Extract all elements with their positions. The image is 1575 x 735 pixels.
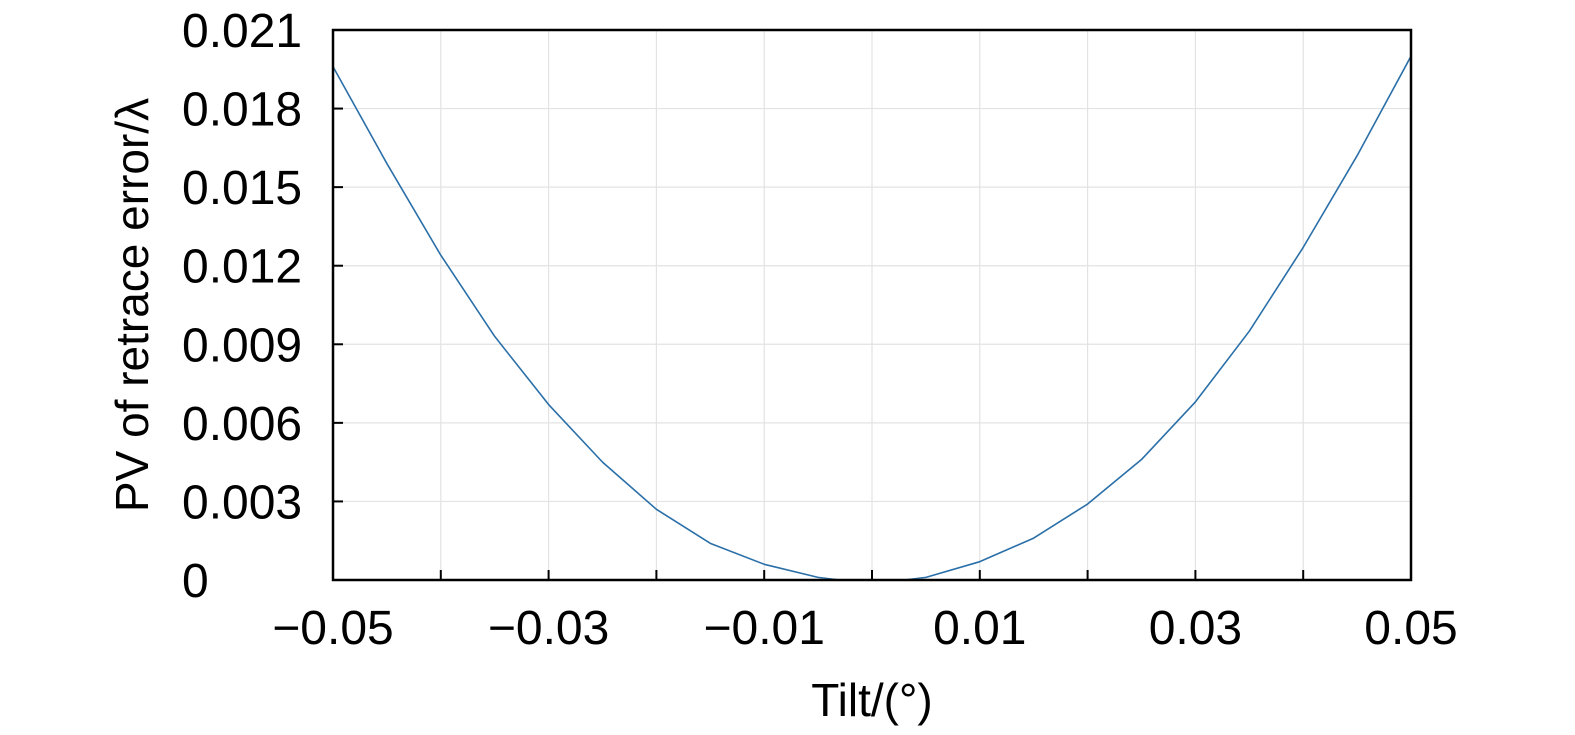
x-tick-label: −0.05 <box>272 602 393 655</box>
y-tick-label: 0.021 <box>182 5 302 58</box>
x-tick-label: 0.05 <box>1364 602 1457 655</box>
x-tick-label: 0.03 <box>1149 602 1242 655</box>
x-axis-title: Tilt/(°) <box>811 674 932 726</box>
tick-layer <box>332 29 1412 581</box>
y-tick-label: 0.012 <box>182 241 302 294</box>
y-tick-label: 0.018 <box>182 84 302 137</box>
y-tick-label: 0.006 <box>182 398 302 451</box>
y-axis-title: PV of retrace error/λ <box>106 98 158 512</box>
x-tick-labels: −0.05 −0.03 −0.01 0.01 0.03 0.05 <box>272 602 1457 655</box>
y-tick-labels: 0 0.003 0.006 0.009 0.012 0.015 0.018 0.021 <box>182 5 302 608</box>
y-tick-label: 0.015 <box>182 162 302 215</box>
grid-layer <box>332 29 1412 581</box>
x-tick-label: −0.01 <box>703 602 824 655</box>
x-tick-label: −0.03 <box>488 602 609 655</box>
x-tick-label: 0.01 <box>933 602 1026 655</box>
y-tick-label: 0 <box>182 555 209 608</box>
y-tick-label: 0.003 <box>182 476 302 529</box>
y-tick-label: 0.009 <box>182 319 302 372</box>
